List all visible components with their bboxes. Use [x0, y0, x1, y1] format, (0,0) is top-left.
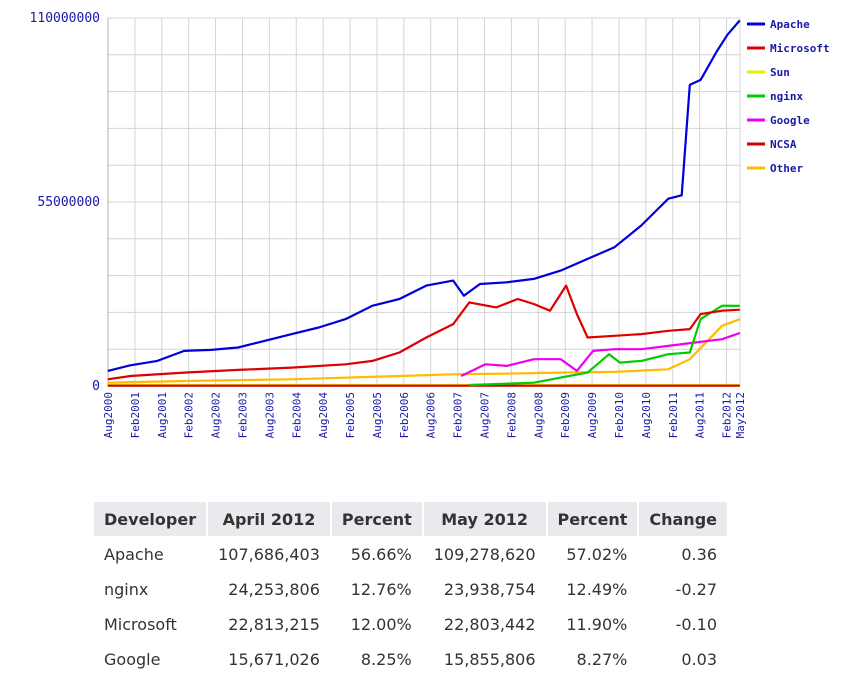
x-tick-label: Aug2001	[156, 392, 169, 438]
x-tick-label: May2012	[734, 392, 747, 438]
cell-april-percent: 8.25%	[360, 650, 412, 669]
cell-april-count: 15,671,026	[228, 650, 320, 669]
x-tick-label: Aug2007	[479, 392, 492, 438]
y-tick-label: 110000000	[30, 11, 100, 26]
x-tick-label: Aug2002	[210, 392, 223, 438]
x-tick-label: Aug2005	[371, 392, 384, 438]
col-header-may-2012: May 2012	[423, 502, 546, 536]
x-tick-label: Feb2008	[505, 392, 518, 438]
cell-change: -0.10	[675, 615, 717, 634]
legend-label-apache: Apache	[770, 18, 810, 31]
series-line-other	[107, 318, 741, 384]
cell-change: 0.03	[681, 650, 717, 669]
x-tick-label: Feb2006	[398, 392, 411, 438]
cell-april-count: 24,253,806	[228, 580, 320, 599]
table-row: Apache 107,686,403 56.66% 109,278,620 57…	[94, 538, 727, 571]
cell-change: -0.27	[675, 580, 717, 599]
series-line-nginx	[469, 304, 740, 387]
cell-april-percent: 12.76%	[350, 580, 412, 599]
col-header-developer: Developer	[94, 502, 207, 536]
x-tick-label: Feb2010	[613, 392, 626, 438]
x-tick-label: Feb2011	[667, 392, 680, 438]
cell-may-count: 15,855,806	[443, 650, 536, 669]
x-tick-label: Aug2004	[317, 392, 330, 439]
cell-may-count: 22,803,442	[443, 615, 536, 634]
x-tick-label: Feb2009	[559, 392, 572, 438]
x-tick-label: Feb2002	[183, 392, 196, 438]
cell-april-count: 22,813,215	[228, 615, 320, 634]
series-line-apache	[107, 19, 741, 372]
x-tick-label: Feb2004	[290, 392, 303, 439]
x-tick-label: Feb2003	[236, 392, 249, 438]
cell-april-count: 107,686,403	[218, 545, 320, 564]
x-tick-label: Aug2009	[586, 392, 599, 438]
table-row: Google 15,671,026 8.25% 15,855,806 8.27%…	[94, 643, 727, 676]
legend-label-other: Other	[770, 162, 803, 175]
cell-developer: Microsoft	[104, 615, 177, 634]
series-lines	[107, 19, 741, 387]
y-tick-label: 55000000	[37, 195, 100, 210]
col-header-april-2012: April 2012	[208, 502, 330, 536]
col-header-percent-may: Percent	[547, 502, 638, 536]
table-header-row: Developer April 2012 Percent May 2012 Pe…	[94, 502, 727, 536]
x-tick-label: Aug2006	[425, 392, 438, 438]
x-tick-label: Aug2003	[263, 392, 276, 438]
legend-label-microsoft: Microsoft	[770, 42, 830, 55]
x-tick-label: Feb2001	[129, 392, 142, 438]
cell-may-percent: 11.90%	[566, 615, 628, 634]
x-tick-label: Feb2005	[344, 392, 357, 438]
legend-label-ncsa: NCSA	[770, 138, 797, 151]
cell-april-percent: 12.00%	[350, 615, 412, 634]
x-tick-label: Aug2008	[532, 392, 545, 438]
cell-may-percent: 12.49%	[566, 580, 628, 599]
developer-table: Developer April 2012 Percent May 2012 Pe…	[92, 500, 729, 678]
cell-april-percent: 56.66%	[350, 545, 412, 564]
x-tick-label: Feb2007	[452, 392, 465, 438]
legend-label-google: Google	[770, 114, 810, 127]
table-row: nginx 24,253,806 12.76% 23,938,754 12.49…	[94, 573, 727, 606]
x-tick-label: Aug2010	[640, 392, 653, 438]
x-tick-label: Feb2012	[721, 392, 734, 438]
legend: Apache Microsoft Sun nginx Google NCSA Other	[747, 18, 830, 175]
cell-may-percent: 8.27%	[576, 650, 628, 669]
cell-developer: Apache	[104, 545, 164, 564]
col-header-percent-april: Percent	[331, 502, 422, 536]
cell-change: 0.36	[681, 545, 717, 564]
series-line-google	[460, 331, 741, 377]
col-header-change: Change	[639, 502, 727, 536]
series-line-microsoft	[107, 284, 740, 381]
table-row: Microsoft 22,813,215 12.00% 22,803,442 1…	[94, 608, 727, 641]
cell-may-count: 109,278,620	[433, 545, 536, 564]
cell-may-count: 23,938,754	[443, 580, 536, 599]
cell-developer: nginx	[104, 580, 149, 599]
x-tick-label: Aug2011	[694, 392, 707, 438]
x-tick-label: Aug2000	[102, 392, 115, 438]
cell-may-percent: 57.02%	[566, 545, 628, 564]
y-tick-label: 0	[92, 379, 100, 394]
legend-label-nginx: nginx	[770, 90, 803, 103]
legend-label-sun: Sun	[770, 66, 790, 79]
cell-developer: Google	[104, 650, 161, 669]
